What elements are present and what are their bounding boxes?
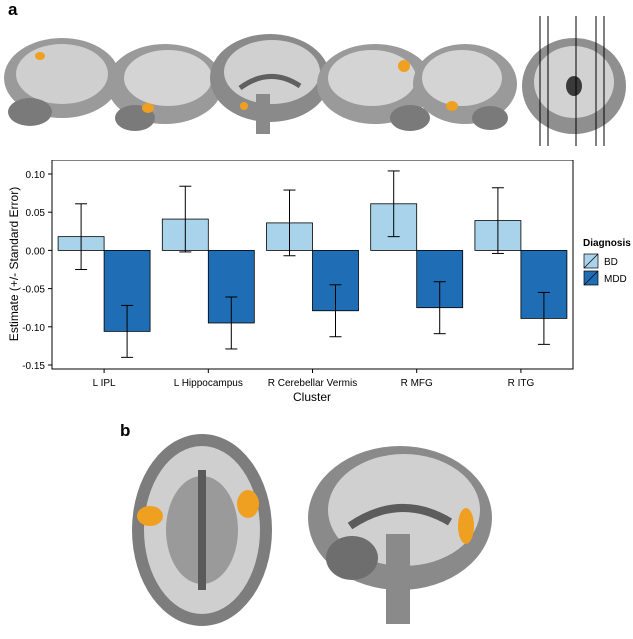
bar-chart: 0.10 0.05 0.00 -0.05 -0.10 -0.15 L IPL L Hippo… bbox=[7, 160, 631, 404]
legend-title: Diagnosis bbox=[583, 238, 631, 249]
brain-slices-strip bbox=[0, 16, 633, 146]
sagittal-slice-3 bbox=[210, 34, 330, 134]
x-tick-label: L Hippocampus bbox=[174, 378, 243, 389]
coronal-slice bbox=[522, 16, 626, 146]
panel-label-b: b bbox=[120, 421, 131, 440]
brain-images-b bbox=[132, 434, 492, 626]
axial-brain bbox=[132, 434, 272, 626]
panel-label-a: a bbox=[8, 0, 18, 19]
x-tick-label: L IPL bbox=[93, 378, 116, 389]
x-tick-label: R Cerebellar Vermis bbox=[268, 378, 357, 389]
y-tick-label: 0.00 bbox=[26, 246, 46, 257]
sagittal-brain bbox=[308, 446, 492, 624]
x-tick-label: R ITG bbox=[508, 378, 535, 389]
sagittal-slice-2 bbox=[107, 44, 223, 131]
y-tick-label: -0.05 bbox=[22, 285, 45, 296]
y-tick-label: -0.15 bbox=[22, 361, 45, 372]
sagittal-slice-5 bbox=[413, 44, 517, 130]
y-tick-label: 0.10 bbox=[26, 170, 46, 181]
sagittal-slice-1 bbox=[4, 38, 120, 126]
legend-label-mdd: MDD bbox=[604, 274, 627, 285]
sagittal-slice-4 bbox=[317, 44, 433, 131]
x-axis-label: Cluster bbox=[293, 390, 331, 404]
x-tick-label: R MFG bbox=[401, 378, 433, 389]
legend: Diagnosis BD MDD bbox=[583, 238, 631, 286]
y-tick-label: -0.10 bbox=[22, 323, 45, 334]
y-axis-label: Estimate (+/- Standard Error) bbox=[7, 187, 21, 341]
y-tick-label: 0.05 bbox=[26, 208, 46, 219]
legend-label-bd: BD bbox=[604, 257, 618, 268]
